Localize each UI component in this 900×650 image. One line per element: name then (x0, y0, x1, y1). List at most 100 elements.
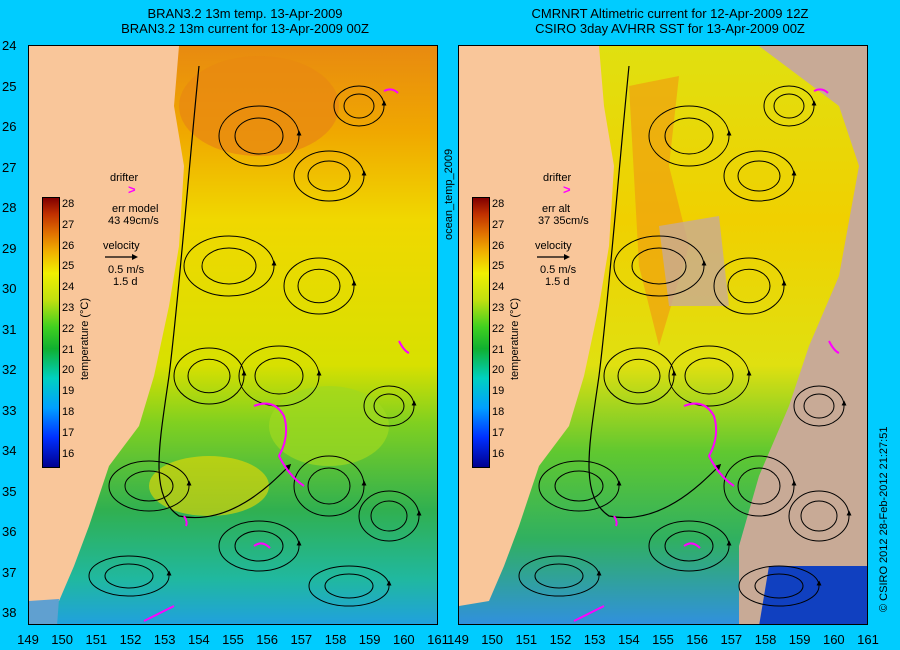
model-warm-filament (149, 456, 269, 516)
current-eddy (800, 500, 838, 532)
right-drifter-symbol: > (563, 182, 571, 197)
model-coastal-shelf (29, 599, 59, 624)
colorbar-tick-label: 26 (62, 239, 75, 252)
latitude-tick-label: 34 (2, 443, 17, 458)
longitude-tick-label: 156 (686, 632, 708, 647)
colorbar-tick-label: 25 (492, 260, 505, 273)
longitude-tick-label: 156 (256, 632, 278, 647)
current-eddy (664, 530, 714, 562)
latitude-tick-label: 38 (2, 605, 17, 620)
longitude-tick-label: 159 (358, 632, 381, 647)
left-title-line1: BRAN3.2 13m temp. 13-Apr-2009 (147, 6, 343, 21)
longitude-tick-label: 158 (324, 632, 347, 647)
right-colorbar-unit: temperature (°C) (509, 297, 521, 380)
latitude-tick-label: 28 (2, 200, 17, 215)
current-eddy (201, 247, 257, 285)
current-eddy (803, 393, 835, 419)
left-colorbar-unit: temperature (°C) (79, 297, 91, 380)
right-velocity-arrow-icon (537, 254, 570, 260)
dataset-label: ocean_temp_2009 (443, 148, 455, 240)
current-eddy (370, 500, 408, 532)
longitude-tick-label: 152 (549, 632, 572, 647)
latitude-tick-label: 31 (2, 321, 17, 337)
current-eddy (104, 563, 154, 589)
left-drifter-symbol: > (128, 182, 136, 197)
colorbar-tick-label: 22 (62, 322, 75, 335)
latitude-tick-label: 26 (2, 119, 17, 134)
longitude-tick-label: 154 (617, 632, 640, 647)
right-title-line1: CMRNRT Altimetric current for 12-Apr-200… (531, 6, 809, 21)
longitude-tick-label: 150 (51, 632, 73, 647)
latitude-tick-label: 30 (2, 281, 17, 296)
longitude-tick-label: 155 (652, 632, 674, 647)
model-drifter-tracks (143, 88, 410, 622)
model-cool-patch (269, 386, 389, 466)
model-current-streamlines (88, 65, 422, 607)
right-velocity-duration: 1.5 d (545, 276, 570, 288)
longitude-tick-label: 157 (720, 632, 743, 647)
latitude-tick-label: 36 (2, 524, 17, 539)
current-eddy (234, 117, 284, 155)
colorbar-tick-label: 24 (62, 281, 75, 294)
longitude-tick-label: 154 (187, 632, 210, 647)
left-velocity-duration: 1.5 d (113, 276, 138, 288)
colorbar-tick-label: 16 (62, 447, 75, 460)
left-title: BRAN3.2 13m temp. 13-Apr-2009 BRAN3.2 13… (60, 6, 430, 36)
longitude-tick-label: 152 (119, 632, 142, 647)
right-err-value: 37 35cm/s (538, 215, 589, 227)
colorbar-tick-label: 24 (492, 281, 505, 294)
colorbar-tick-label: 28 (492, 198, 505, 210)
colorbar-tick-label: 25 (62, 260, 75, 273)
longitude-tick-label: 155 (222, 632, 244, 647)
current-eddy (124, 470, 174, 502)
right-velocity-label: velocity (535, 240, 572, 252)
latitude-tick-label: 37 (2, 564, 17, 580)
model-temperature-map (28, 45, 438, 625)
colorbar-tick-label: 20 (492, 364, 505, 377)
colorbar-tick-label: 23 (62, 302, 75, 314)
colorbar-tick-label: 18 (62, 406, 75, 418)
current-eddy (297, 268, 341, 304)
current-eddy (617, 358, 661, 394)
colorbar-tick-label: 19 (62, 385, 75, 398)
left-velocity-scale: 0.5 m/s (108, 264, 145, 276)
colorbar-tick-label: 16 (492, 447, 505, 460)
colorbar-tick-label: 22 (492, 322, 505, 335)
east-australian-current (588, 65, 722, 519)
satellite-cool-pool (759, 566, 867, 624)
current-eddy (307, 467, 351, 505)
colorbar-tick-label: 21 (62, 343, 75, 356)
current-eddy (684, 357, 734, 395)
model-map-graphics (29, 46, 437, 624)
current-eddy (534, 563, 584, 589)
current-eddy (664, 117, 714, 155)
longitude-tick-label: 149 (17, 632, 39, 647)
left-err-label: err model (112, 203, 159, 215)
colorbar-tick-label: 20 (62, 364, 75, 377)
latitude-tick-label: 32 (2, 362, 17, 377)
latitude-tick-label: 33 (2, 402, 17, 418)
satellite-cloud-mask (739, 46, 867, 624)
current-eddy (737, 160, 781, 192)
left-err-value: 43 49cm/s (108, 215, 159, 227)
longitude-tick-label: 158 (754, 632, 777, 647)
longitude-tick-label: 153 (583, 632, 606, 647)
satellite-drifter-tracks (573, 88, 840, 622)
current-eddy (343, 93, 375, 119)
colorbar-tick-label: 27 (62, 218, 75, 231)
longitude-tick-label: 161 (427, 632, 449, 647)
latitude-tick-label: 35 (2, 483, 17, 499)
left-title-line2: BRAN3.2 13m current for 13-Apr-2009 00Z (121, 21, 369, 36)
left-drifter-label: drifter (110, 172, 139, 184)
satellite-sst-map (458, 45, 868, 625)
satellite-map-graphics (459, 46, 867, 624)
right-velocity-scale: 0.5 m/s (540, 264, 577, 276)
left-velocity-arrow-icon (105, 254, 138, 260)
longitude-tick-label: 159 (788, 632, 811, 647)
right-colorbar (472, 197, 490, 468)
colorbar-tick-label: 18 (492, 406, 505, 418)
longitude-tick-label: 160 (822, 632, 845, 647)
current-eddy (373, 393, 405, 419)
colorbar-tick-label: 26 (492, 239, 505, 252)
latitude-tick-label: 27 (2, 159, 17, 175)
